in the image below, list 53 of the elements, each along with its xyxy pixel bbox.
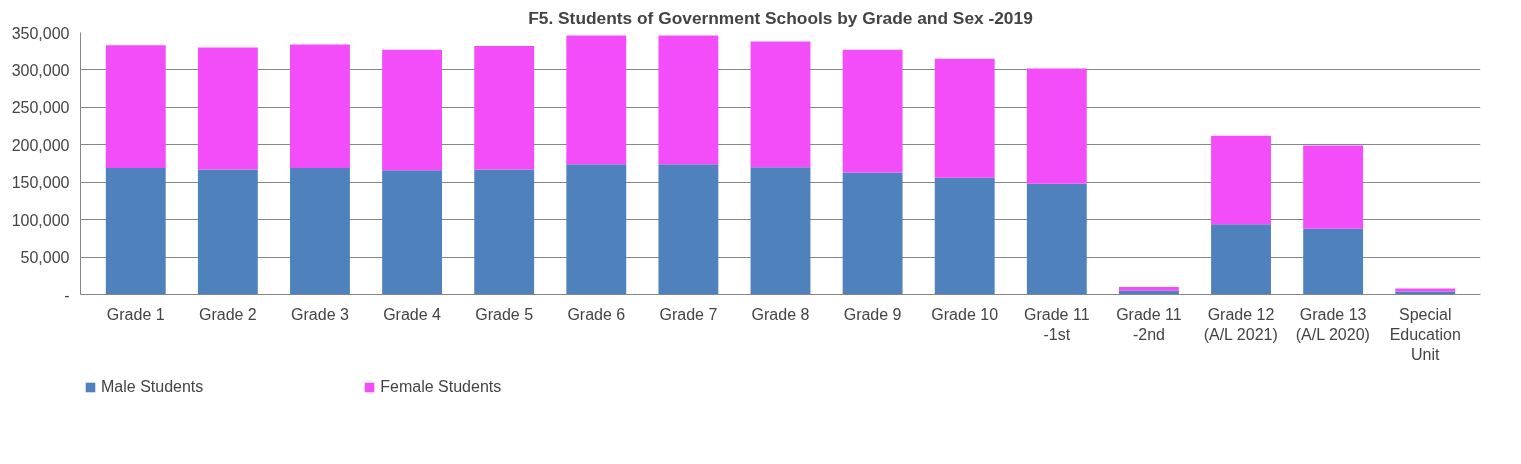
bar [1118,287,1179,291]
bar [290,167,350,295]
bar [105,167,166,295]
x-tick-label: Grade 11 -1st [1024,305,1090,343]
x-tick-label: Grade 11 -2nd [1116,305,1182,343]
y-tick-label: 350,000 [11,24,70,42]
bar [934,177,995,295]
y-tick-label: - [64,286,70,304]
bar [382,49,443,171]
x-tick-label: Grade 12 (A/L 2021) [1203,305,1278,343]
bar [290,44,350,168]
x-tick-label: Grade 10 [931,305,999,323]
y-tick-label: 100,000 [11,211,70,229]
bar [1303,228,1364,295]
bar [750,41,811,168]
y-tick-label: 200,000 [11,136,70,154]
legend-label: Male Students [101,378,204,396]
x-tick-label: Grade 13 (A/L 2020) [1295,305,1370,343]
bar [658,35,719,165]
y-tick-label: 50,000 [20,249,70,267]
y-tick-label: 150,000 [11,174,70,192]
x-tick-label: Grade 8 [751,305,810,323]
x-tick-label: Grade 7 [659,305,718,323]
x-tick-label: Grade 4 [383,305,442,323]
x-tick-label: Grade 5 [475,305,534,323]
bar [1026,183,1087,295]
bar [1211,135,1271,225]
chart-title: F5. Students of Government Schools by Grade and Sex -2019 [528,7,1033,28]
x-tick-label: Grade 2 [198,305,257,323]
bar [197,47,258,170]
bar [474,169,535,295]
bar [197,169,258,295]
bar [1026,68,1087,184]
y-tick-label: 250,000 [11,99,70,117]
x-tick-label: Grade 6 [567,305,626,323]
x-tick-label: Grade 1 [106,305,165,323]
bar [750,167,811,295]
bar [842,49,903,173]
bar [474,45,535,170]
x-tick-label: Grade 3 [291,305,349,323]
bar [1211,224,1271,295]
x-tick-label: Special Education Unit [1389,305,1461,364]
bar [382,170,443,295]
bar [934,58,995,178]
bar [658,164,719,295]
bar [842,172,903,295]
legend-label: Female Students [380,378,502,396]
bar [566,35,627,165]
bar [1303,145,1364,229]
y-tick-label: 300,000 [11,61,70,79]
x-tick-label: Grade 9 [843,305,902,323]
bar [105,45,166,168]
bar [566,164,627,295]
